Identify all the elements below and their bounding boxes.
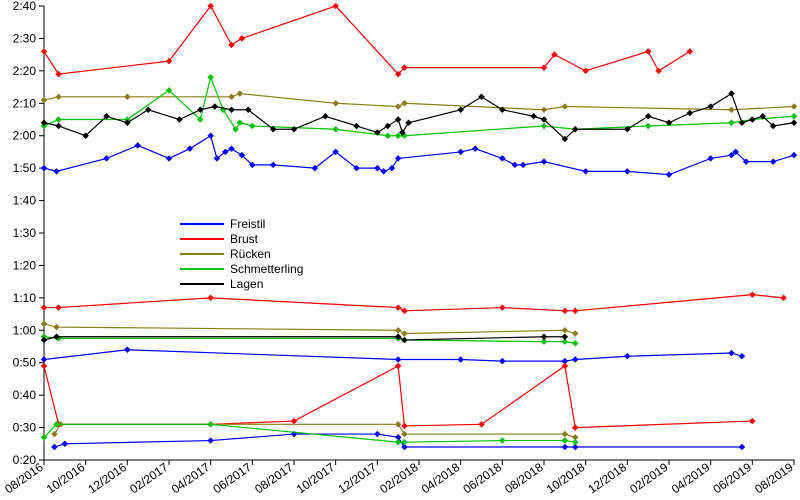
y-tick-label: 2:10 xyxy=(13,96,37,110)
legend-swatch xyxy=(180,268,224,270)
legend-item: Schmetterling xyxy=(180,261,303,276)
y-tick-label: 2:00 xyxy=(13,129,37,143)
legend: FreistilBrustRückenSchmetterlingLagen xyxy=(180,216,303,291)
legend-swatch xyxy=(180,283,224,285)
legend-swatch xyxy=(180,238,224,240)
legend-label: Lagen xyxy=(230,277,263,291)
y-tick-label: 0:40 xyxy=(13,388,37,402)
legend-item: Rücken xyxy=(180,246,303,261)
y-tick-label: 1:40 xyxy=(13,194,37,208)
legend-item: Lagen xyxy=(180,276,303,291)
y-tick-label: 2:40 xyxy=(13,0,37,13)
legend-label: Rücken xyxy=(230,247,271,261)
legend-item: Freistil xyxy=(180,216,303,231)
y-tick-label: 2:20 xyxy=(13,64,37,78)
y-tick-label: 1:00 xyxy=(13,323,37,337)
y-tick-label: 0:30 xyxy=(13,421,37,435)
y-tick-label: 1:20 xyxy=(13,258,37,272)
y-tick-label: 1:10 xyxy=(13,291,37,305)
y-tick-label: 1:30 xyxy=(13,226,37,240)
legend-label: Freistil xyxy=(230,217,265,231)
y-tick-label: 2:30 xyxy=(13,31,37,45)
swim-times-chart: 0:200:300:400:501:001:101:201:301:401:50… xyxy=(0,0,800,500)
legend-label: Schmetterling xyxy=(230,262,303,276)
legend-swatch xyxy=(180,223,224,225)
y-tick-label: 1:50 xyxy=(13,161,37,175)
y-tick-label: 0:50 xyxy=(13,356,37,370)
legend-label: Brust xyxy=(230,232,258,246)
legend-item: Brust xyxy=(180,231,303,246)
legend-swatch xyxy=(180,253,224,255)
